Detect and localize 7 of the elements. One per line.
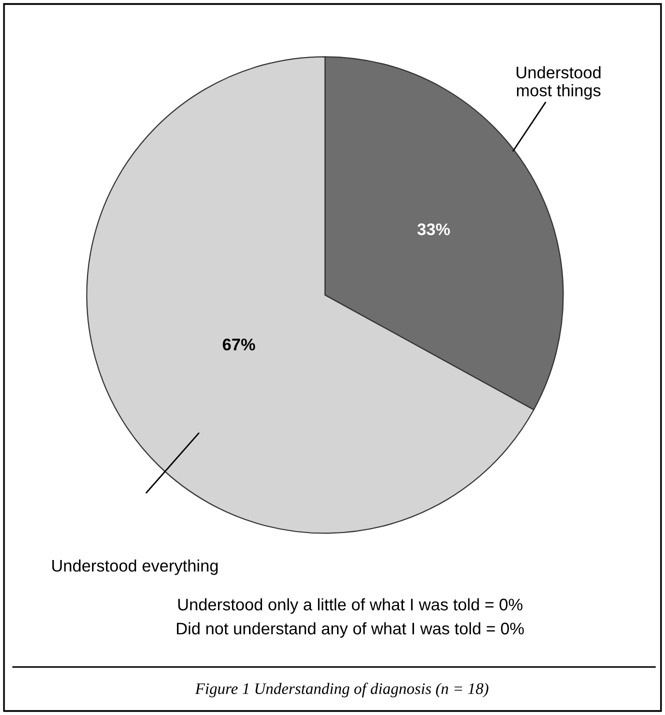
data-label: 33%: [417, 223, 450, 236]
text: Did not understand any of what I was told = 0%: [176, 622, 524, 638]
slice-label: Understood everything: [52, 559, 218, 575]
data-label: 67%: [222, 338, 256, 350]
slice-label: Understood most things: [516, 66, 600, 100]
text: Figure 1 Understanding of diagnosis (n = 18): [195, 682, 488, 698]
text: Understood only a little of what I was told = 0%: [178, 598, 522, 614]
